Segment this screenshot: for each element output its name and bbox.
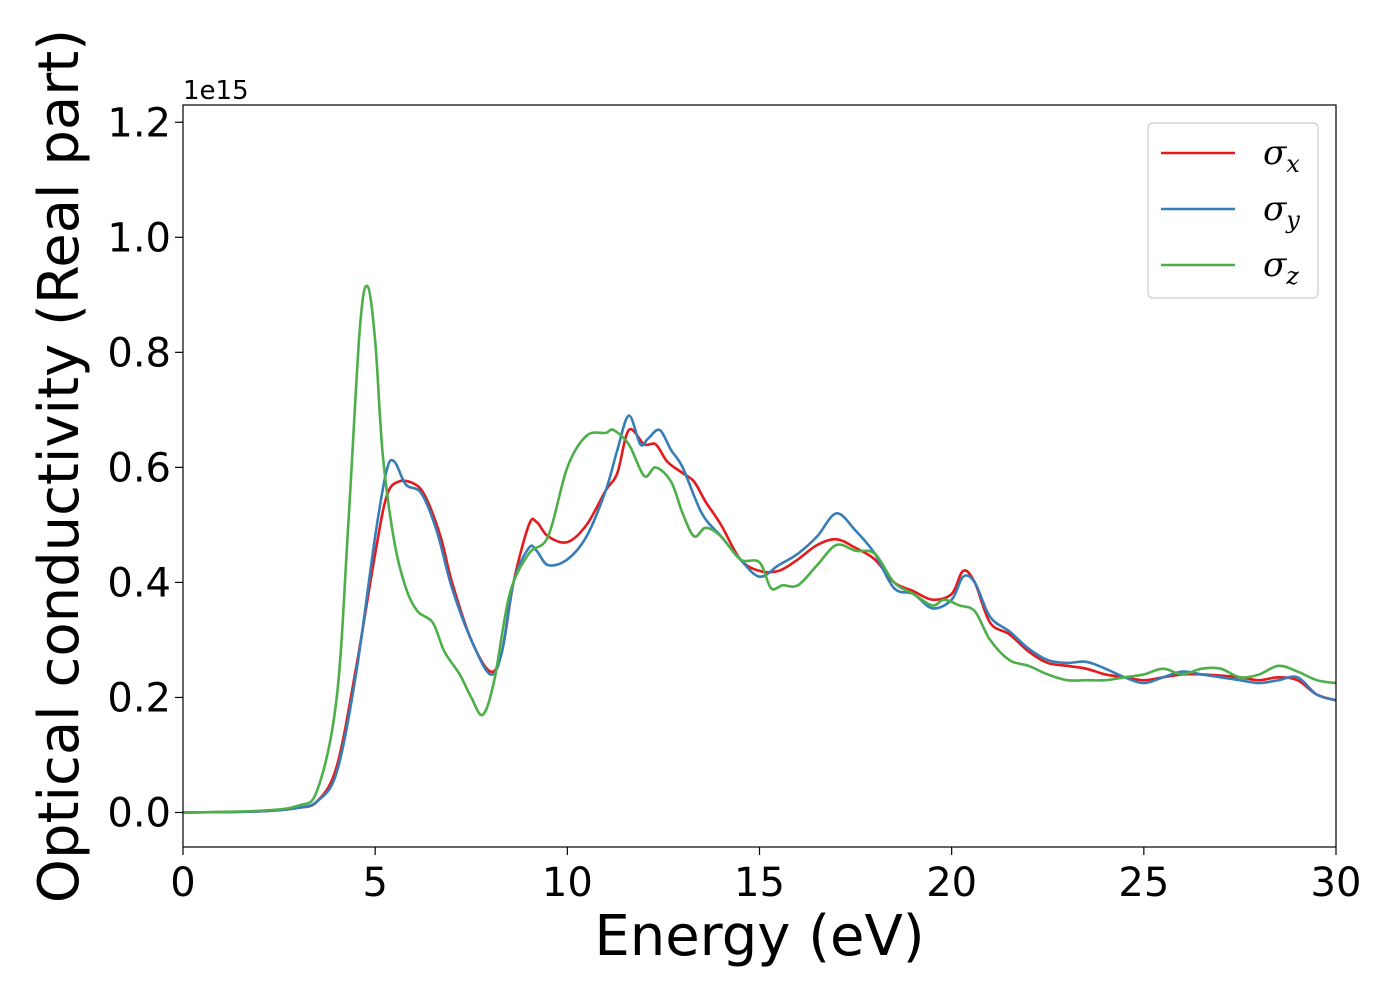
y-tick-label: 0.0 xyxy=(107,790,171,836)
legend-symbol: σ xyxy=(1263,189,1287,229)
legend-label-y: σy xyxy=(1263,189,1300,234)
y-tick-label: 1.2 xyxy=(107,100,171,146)
x-tick-label: 20 xyxy=(926,860,977,906)
x-axis: 0 5 10 15 20 25 30 xyxy=(170,847,1361,906)
y-tick-label: 0.8 xyxy=(107,330,171,376)
x-tick-label: 5 xyxy=(362,860,387,906)
legend-subscript: x xyxy=(1286,150,1300,178)
legend-label-z: σz xyxy=(1263,245,1299,290)
legend-subscript: z xyxy=(1285,262,1299,290)
series-layer xyxy=(182,284,1337,814)
legend-box xyxy=(1147,122,1319,299)
legend-subscript: y xyxy=(1285,206,1300,234)
y-tick-label: 0.2 xyxy=(107,675,171,721)
y-tick-label: 0.6 xyxy=(107,445,171,491)
legend-symbol: σ xyxy=(1263,245,1287,285)
legend-label-x: σx xyxy=(1263,133,1300,178)
x-axis-label: Energy (eV) xyxy=(594,904,924,969)
legend-symbol: σ xyxy=(1263,133,1287,173)
x-tick-label: 0 xyxy=(170,860,195,906)
y-axis-label: Optical conductivity (Real part) xyxy=(27,29,92,903)
x-tick-label: 30 xyxy=(1311,860,1362,906)
y-tick-label: 0.4 xyxy=(107,560,171,606)
x-tick-label: 10 xyxy=(542,860,593,906)
series-line-z xyxy=(182,284,1337,814)
y-offset-label: 1e15 xyxy=(183,76,249,106)
x-tick-label: 25 xyxy=(1118,860,1169,906)
x-tick-label: 15 xyxy=(734,860,785,906)
y-tick-label: 1.0 xyxy=(107,215,171,261)
y-axis: 0.0 0.2 0.4 0.6 0.8 1.0 1.2 xyxy=(107,100,183,836)
